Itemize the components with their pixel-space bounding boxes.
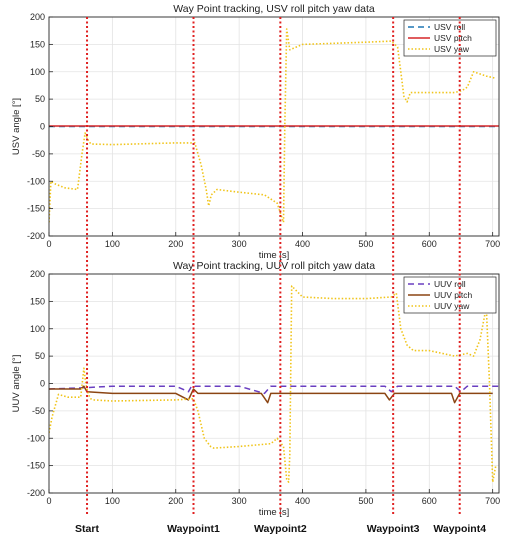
waypoint-lines bbox=[86, 17, 461, 516]
y-tick-label: -200 bbox=[27, 231, 45, 241]
y-tick-label: -200 bbox=[27, 488, 45, 498]
series-line-usv-yaw bbox=[49, 28, 496, 224]
legend-entry-label: USV roll bbox=[434, 22, 465, 32]
y-tick-label: -100 bbox=[27, 176, 45, 186]
x-tick-label: 0 bbox=[46, 496, 51, 506]
series-line-uuv-roll bbox=[49, 385, 499, 395]
series-group bbox=[49, 28, 499, 224]
y-tick-label: 100 bbox=[30, 324, 45, 334]
legend-entry-label: UUV yaw bbox=[434, 301, 470, 311]
x-tick-label: 0 bbox=[46, 239, 51, 249]
y-tick-label: -150 bbox=[27, 204, 45, 214]
x-tick-label: 700 bbox=[485, 239, 500, 249]
x-tick-label: 400 bbox=[295, 239, 310, 249]
x-tick-label: 500 bbox=[358, 496, 373, 506]
x-tick-label: 100 bbox=[105, 239, 120, 249]
usv-y-axis-label: USV angle [°] bbox=[11, 98, 22, 155]
x-tick-label: 600 bbox=[422, 239, 437, 249]
legend-entry-label: USV yaw bbox=[434, 44, 470, 54]
y-tick-label: 200 bbox=[30, 269, 45, 279]
waypoint-label: Waypoint3 bbox=[367, 523, 420, 535]
legend-entry-label: USV pitch bbox=[434, 33, 472, 43]
uuv-chart-title: Way Point tracking, UUV roll pitch yaw d… bbox=[173, 260, 375, 272]
uuv-chart-panel: 0 100 200 300 400 500 600 700 -200 -150 -100 -50 0 50… bbox=[11, 260, 500, 518]
y-tick-label: 0 bbox=[40, 122, 45, 132]
waypoint-labels: Start Waypoint1 Waypoint2 Waypoint3 Waypoint… bbox=[75, 523, 486, 535]
usv-chart-panel: 0 100 200 300 400 500 600 700 -200 -150 -100 -50 0 50… bbox=[11, 3, 500, 261]
x-tick-label: 300 bbox=[232, 239, 247, 249]
usv-x-axis-label: time [s] bbox=[259, 250, 290, 261]
y-tick-label: 200 bbox=[30, 12, 45, 22]
series-group bbox=[49, 285, 499, 483]
y-tick-label: -50 bbox=[32, 149, 45, 159]
usv-chart-title: Way Point tracking, USV roll pitch yaw d… bbox=[173, 3, 375, 15]
waypoint-label: Waypoint4 bbox=[433, 523, 486, 535]
waypoint-label: Start bbox=[75, 523, 99, 535]
x-tick-label: 100 bbox=[105, 496, 120, 506]
y-tick-label: 50 bbox=[35, 351, 45, 361]
y-tick-label: -50 bbox=[32, 406, 45, 416]
y-tick-label: -100 bbox=[27, 433, 45, 443]
y-tick-label: -150 bbox=[27, 461, 45, 471]
legend-entry-label: UUV pitch bbox=[434, 290, 473, 300]
x-tick-label: 300 bbox=[232, 496, 247, 506]
y-tick-label: 150 bbox=[30, 39, 45, 49]
uuv-y-axis-label: UUV angle [°] bbox=[11, 355, 22, 413]
waypoint-label: Waypoint2 bbox=[254, 523, 307, 535]
waypoint-label: Waypoint1 bbox=[167, 523, 220, 535]
y-tick-label: 50 bbox=[35, 94, 45, 104]
series-line-uuv-yaw bbox=[49, 285, 497, 483]
x-tick-label: 500 bbox=[358, 239, 373, 249]
legend-entry-label: UUV roll bbox=[434, 279, 466, 289]
x-tick-label: 700 bbox=[485, 496, 500, 506]
x-tick-label: 200 bbox=[168, 239, 183, 249]
y-tick-label: 0 bbox=[40, 379, 45, 389]
uuv-x-axis-label: time [s] bbox=[259, 507, 290, 518]
series-line-uuv-pitch bbox=[49, 385, 493, 404]
x-tick-label: 400 bbox=[295, 496, 310, 506]
y-tick-label: 150 bbox=[30, 296, 45, 306]
x-tick-label: 200 bbox=[168, 496, 183, 506]
x-tick-label: 600 bbox=[422, 496, 437, 506]
y-tick-label: 100 bbox=[30, 67, 45, 77]
